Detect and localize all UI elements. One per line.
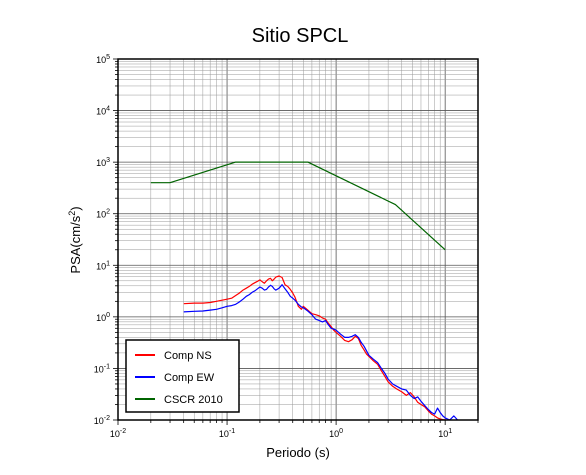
series-lines <box>150 161 459 421</box>
series-line-cscr-2010 <box>150 161 446 251</box>
y-axis-label-sup: 2 <box>67 211 77 216</box>
plot-frame <box>117 58 479 421</box>
x-tick-label: 10-1 <box>219 428 235 439</box>
legend-label-cscr-2010: CSCR 2010 <box>164 394 223 406</box>
y-tick-label: 104 <box>96 106 110 117</box>
y-axis-label-tail: ) <box>68 206 83 210</box>
series-line-comp-ew <box>183 284 459 421</box>
y-tick-label: 10-2 <box>94 415 110 426</box>
x-tick-label: 10-2 <box>110 428 126 439</box>
y-tick-label: 102 <box>96 209 110 220</box>
axis-ticks: 10-2 10-1 100 101 10-2 10-1 100 101 102 103 104 105 <box>94 54 479 439</box>
legend-label-comp-ns: Comp NS <box>164 350 212 362</box>
series-line-comp-ns <box>183 275 446 421</box>
legend-label-comp-ew: Comp EW <box>164 372 215 384</box>
y-axis-label: PSA(cm/s2) <box>67 206 83 273</box>
y-tick-label: 10-1 <box>94 363 110 374</box>
y-axis-label-base: PSA(cm/s <box>68 215 83 273</box>
y-tick-label: 103 <box>96 157 110 168</box>
chart-title: Sitio SPCL <box>252 25 349 47</box>
y-tick-label: 100 <box>96 312 110 323</box>
legend: Comp NS Comp EW CSCR 2010 <box>125 339 240 413</box>
x-tick-label: 101 <box>438 428 452 439</box>
x-tick-label: 100 <box>329 428 343 439</box>
y-tick-label: 105 <box>96 54 110 65</box>
x-axis-label: Periodo (s) <box>266 445 330 460</box>
y-tick-label: 101 <box>96 260 110 271</box>
